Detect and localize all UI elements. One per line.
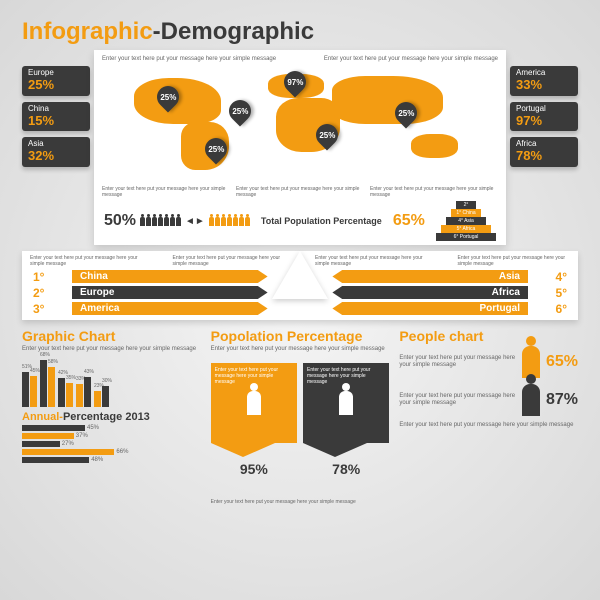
pyramid-chart: 2° Europe1° China4° Asia5° Africa6° Port… <box>436 201 496 241</box>
main-title: Infographic-Demographic <box>22 18 578 46</box>
top-section: Europe25% China15% Asia32% Enter your te… <box>22 50 578 245</box>
map-panel: Enter your text here put your message he… <box>94 50 506 245</box>
people-chart-col: People chart Enter your text here put yo… <box>399 328 578 505</box>
left-tags: Europe25% China15% Asia32% <box>22 50 90 245</box>
bar-chart: 51%45%68%58%42%35%33%43%23%30% <box>22 357 201 407</box>
tag-asia: Asia32% <box>22 137 90 167</box>
world-map: 25%25%97%25%25%25% <box>102 64 498 184</box>
graphic-chart-title: Graphic Chart <box>22 328 201 344</box>
total-population: 50% ◄► Total Population Percentage 65% 2… <box>102 201 498 241</box>
bottom-section: Graphic Chart Enter your text here put y… <box>22 328 578 505</box>
tag-portugal: Portugal97% <box>510 102 578 132</box>
pop-arrow-left: Enter your text here put your message he… <box>211 357 297 477</box>
horizontal-bars: 45%37%27%66%48% <box>22 425 201 463</box>
tag-europe: Europe25% <box>22 66 90 96</box>
right-tags: America33% Portugal97% Africa78% <box>510 50 578 245</box>
tag-america: America33% <box>510 66 578 96</box>
tag-africa: Africa78% <box>510 137 578 167</box>
people-row-2: Enter your text here put your message he… <box>399 384 578 416</box>
map-header-text: Enter your text here put your message he… <box>102 56 276 62</box>
tag-china: China15% <box>22 102 90 132</box>
people-row-1: Enter your text here put your message he… <box>399 346 578 378</box>
population-title: Popolation Percentage <box>211 328 390 344</box>
population-col: Popolation Percentage Enter your text he… <box>211 328 390 505</box>
pop-arrow-right: Enter your text here put your message he… <box>303 357 389 477</box>
map-header-text: Enter your text here put your message he… <box>324 56 498 62</box>
rankings: Enter your text here put your message he… <box>22 251 578 320</box>
people-chart-title: People chart <box>399 328 578 344</box>
annual-title: Annual-Percentage 2013 <box>22 411 201 423</box>
graphic-chart-col: Graphic Chart Enter your text here put y… <box>22 328 201 505</box>
